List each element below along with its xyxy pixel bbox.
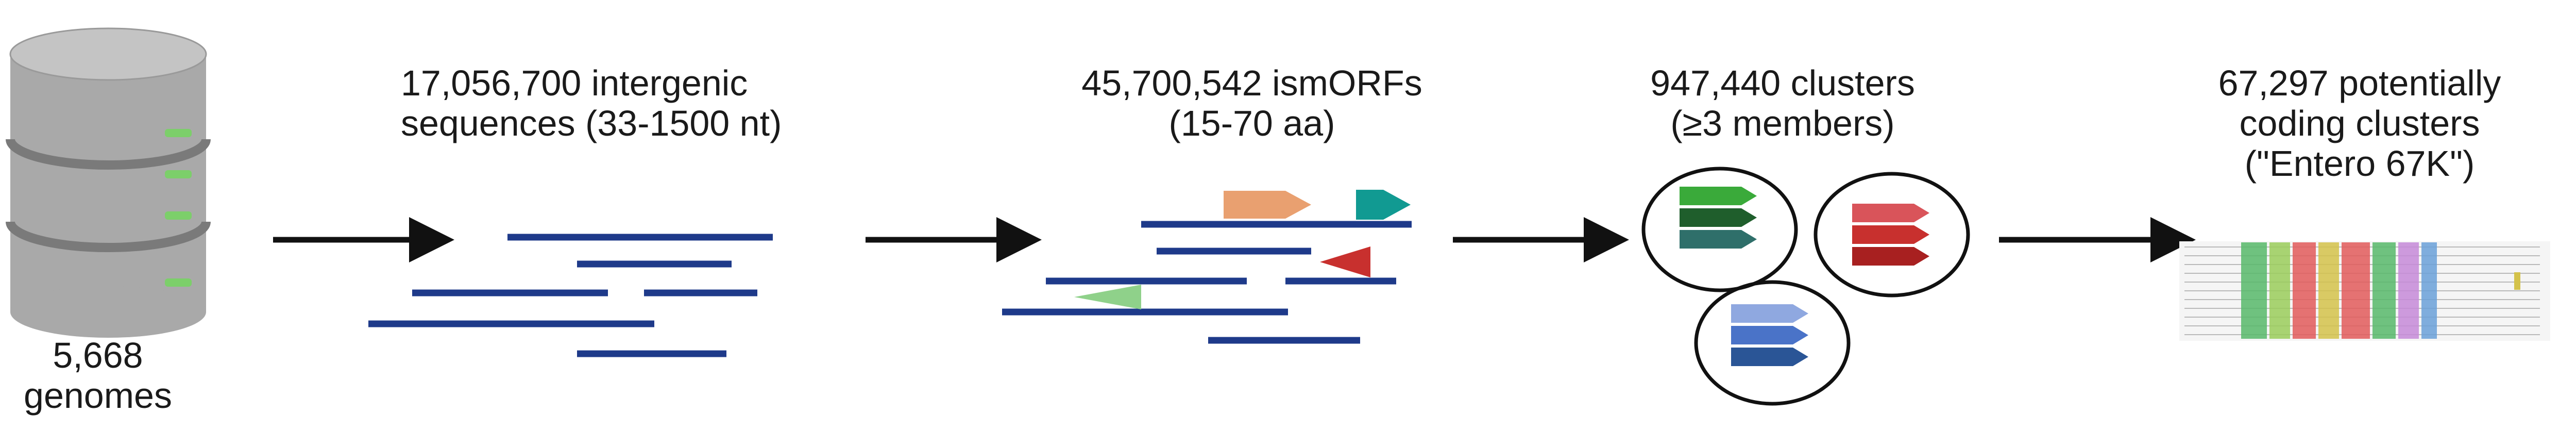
intergenic-count: 17,056,700 intergenic [401,63,748,103]
cluster-icon-3 [1694,280,1851,406]
clusters-desc: (≥3 members) [1670,103,1895,143]
ismorfs-count: 45,700,542 ismORFs [1081,63,1422,103]
db-led-3 [165,211,192,220]
alignment-block-2 [2269,242,2290,339]
db-led-1 [165,129,192,137]
database-bottom [10,286,206,338]
cluster-icon-1 [1641,167,1798,292]
database-band-0 [6,139,211,170]
cluster-1-orf-3 [1680,230,1757,249]
cluster-3-orf-1 [1731,304,1808,323]
cluster-2-orf-3 [1852,247,1929,266]
alignment-block-1 [2241,242,2267,339]
database-body [10,54,206,312]
clusters-group [1641,167,1970,406]
cluster-1-orf-1 [1680,187,1757,205]
genomes-count: 5,668 [53,335,143,375]
intergenic-desc: sequences (33-1500 nt) [401,103,782,143]
label-genomes: 5,668 genomes [5,335,191,416]
alignment-block-6 [2372,242,2396,339]
alignment-block-3 [2293,242,2316,339]
alignment-block-7 [2398,242,2419,339]
database-band-1 [6,221,211,252]
genomes-label: genomes [24,375,172,416]
ismorf-arrow-icon-red [1320,246,1370,277]
ismorfs-desc: (15-70 aa) [1168,103,1335,143]
alignment-icon [2179,241,2550,341]
db-led-4 [165,278,192,287]
ismorf-lines [1002,190,1412,344]
label-coding: 67,297 potentially coding clusters ("Ent… [2164,63,2555,184]
cluster-3-orf-3 [1731,348,1808,366]
label-ismorfs: 45,700,542 ismORFs (15-70 aa) [1046,63,1458,143]
coding-desc: coding clusters [2239,103,2480,143]
alignment-block-8 [2421,242,2437,339]
database-top [9,27,207,81]
cluster-2-orf-1 [1852,204,1929,222]
db-led-2 [165,170,192,178]
ismorf-arrow-icon-teal [1356,190,1411,220]
alignment-block-4 [2318,242,2339,339]
alignment-block-5 [2342,242,2370,339]
label-clusters: 947,440 clusters (≥3 members) [1623,63,1942,143]
alignment-mark [2514,272,2520,290]
coding-count: 67,297 potentially [2218,63,2501,103]
clusters-count: 947,440 clusters [1650,63,1915,103]
cluster-icon-2 [1814,172,1970,298]
cluster-1-orf-2 [1680,208,1757,227]
cluster-2-orf-2 [1852,225,1929,244]
ismorf-arrow-icon-orange [1224,191,1311,219]
label-intergenic: 17,056,700 intergenic sequences (33-1500… [401,63,782,143]
ismorf-arrow-icon-green [1074,285,1141,309]
coding-alias: ("Entero 67K") [2244,143,2475,184]
database-icon [6,27,211,338]
cluster-3-orf-2 [1731,326,1808,344]
intergenic-lines [368,234,773,357]
